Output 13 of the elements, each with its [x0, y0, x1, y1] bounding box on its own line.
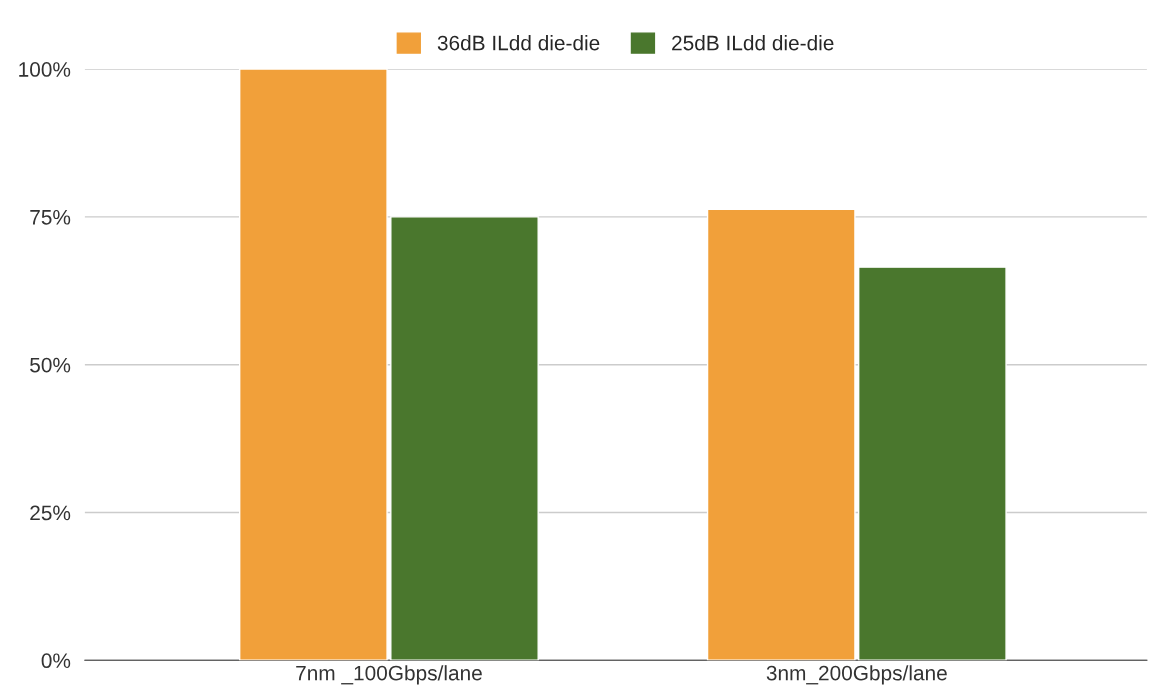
- bar: [857, 266, 1007, 661]
- y-tick-label: 0%: [41, 653, 71, 669]
- legend-label: 36dB ILdd die-die: [437, 35, 600, 51]
- legend-label: 25dB ILdd die-die: [672, 35, 834, 51]
- bar: [238, 69, 388, 661]
- y-tick-label: 100%: [19, 62, 71, 77]
- x-tick-label: 3nm_200Gbps/lane: [766, 665, 947, 685]
- bar: [390, 216, 539, 661]
- bar: [706, 208, 856, 661]
- y-tick-label: 50%: [30, 357, 71, 373]
- x-tick-label: 7nm _100Gbps/lane: [296, 665, 482, 685]
- y-tick-label: 75%: [30, 210, 71, 225]
- y-tick-label: 25%: [30, 505, 71, 521]
